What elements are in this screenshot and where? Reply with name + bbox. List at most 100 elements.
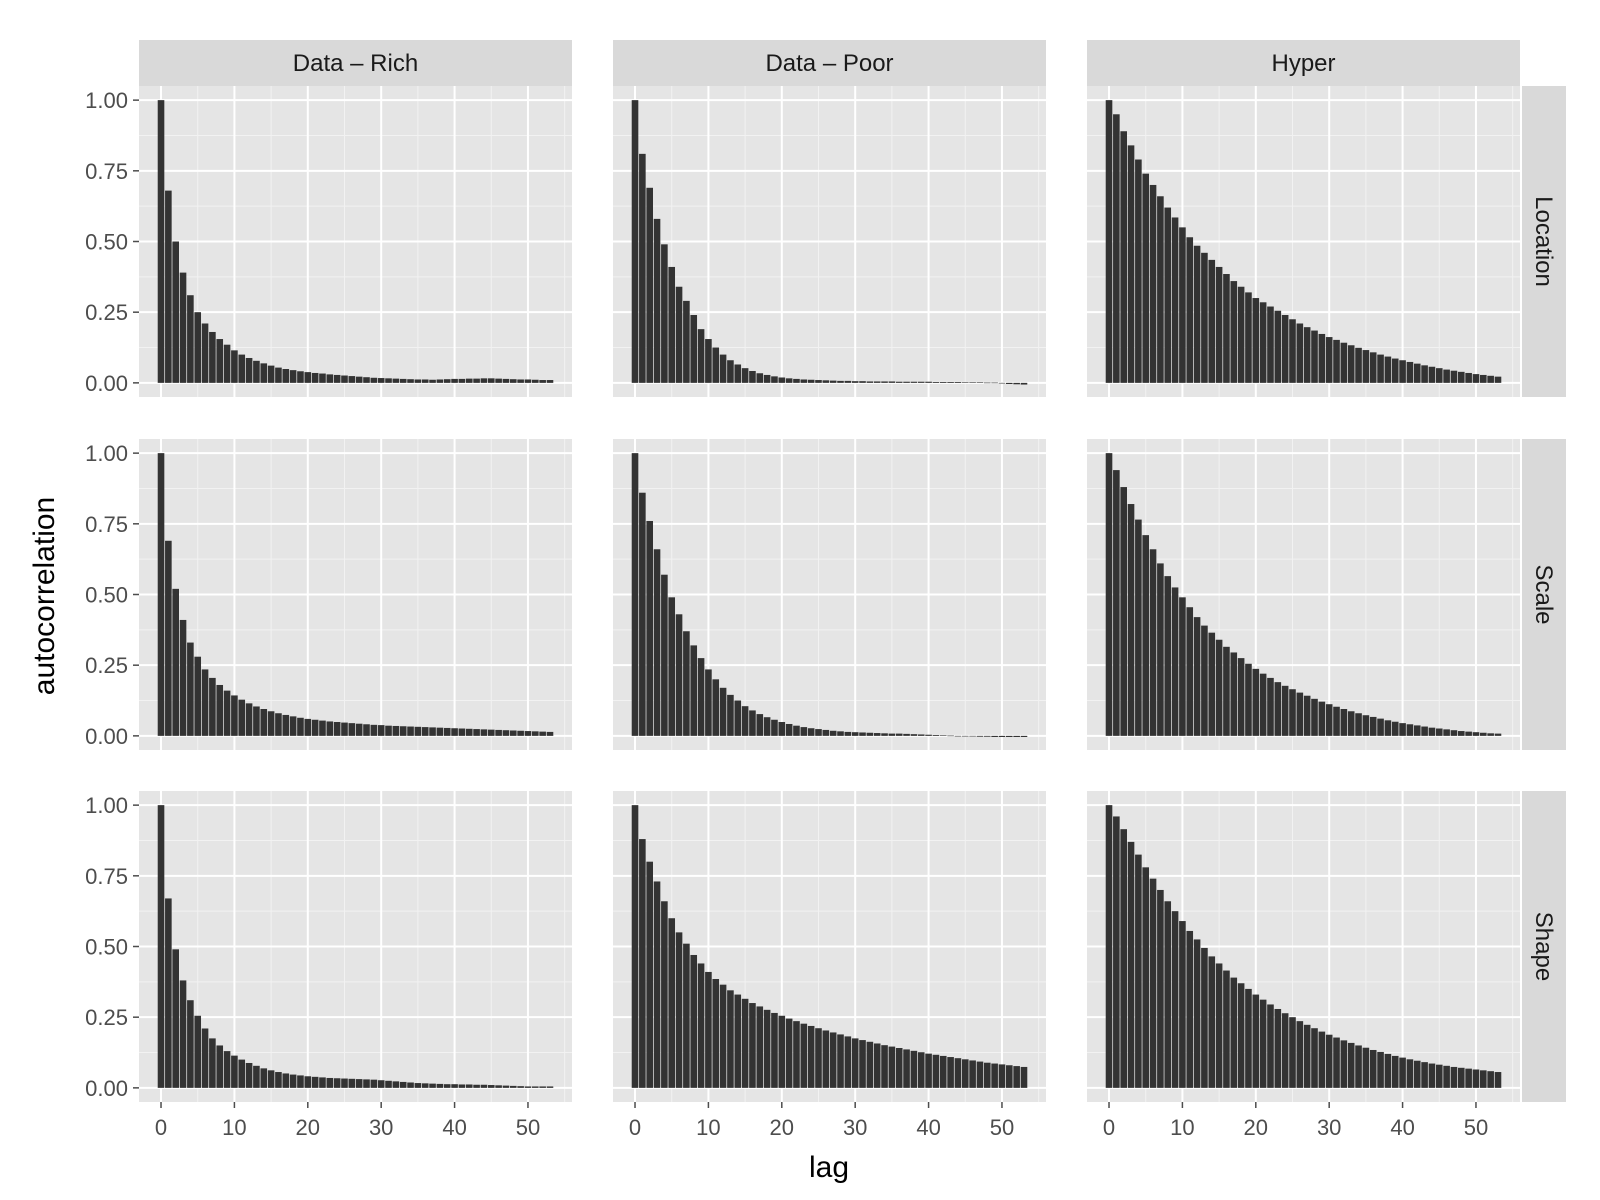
bar — [1013, 735, 1020, 737]
bar — [771, 376, 778, 383]
bar — [829, 730, 837, 736]
bar — [1135, 159, 1142, 383]
panel-0-0 — [139, 86, 572, 397]
x-tick-label: 50 — [516, 1115, 540, 1140]
bar — [653, 218, 661, 383]
bar — [539, 380, 546, 383]
bar — [1201, 625, 1208, 736]
x-tick-label: 40 — [442, 1115, 466, 1140]
bar — [653, 881, 661, 1088]
bar — [231, 350, 238, 383]
column-strip-label: Data – Poor — [765, 50, 893, 77]
bar — [954, 1058, 962, 1088]
bar — [807, 728, 815, 736]
bar — [646, 520, 653, 736]
bar — [1318, 701, 1326, 736]
bar — [509, 379, 517, 383]
bar — [443, 727, 451, 736]
bar — [917, 1052, 925, 1088]
bar — [1296, 692, 1304, 736]
y-tick-label: 0.50 — [85, 583, 128, 608]
bar — [763, 1009, 771, 1088]
bar — [895, 381, 903, 383]
bar — [377, 378, 385, 383]
bar — [749, 370, 756, 383]
bar — [363, 1079, 370, 1088]
bar — [1193, 939, 1201, 1088]
bar — [223, 344, 231, 383]
bar — [341, 1078, 348, 1088]
bar — [1120, 131, 1127, 383]
bar — [172, 241, 179, 383]
bar — [1274, 1008, 1282, 1088]
bar — [903, 381, 910, 383]
y-tick-label: 0.50 — [85, 230, 128, 255]
bar — [741, 368, 749, 383]
bar — [837, 1034, 844, 1088]
bar — [1347, 711, 1355, 736]
bar — [1413, 725, 1421, 736]
bar — [304, 372, 312, 383]
bar — [998, 735, 1006, 737]
bar — [370, 377, 378, 383]
bar — [925, 381, 932, 383]
bar — [903, 733, 910, 736]
bar — [917, 734, 925, 736]
bar — [473, 729, 480, 736]
bar — [1450, 730, 1458, 736]
x-tick-label: 10 — [696, 1115, 720, 1140]
bar — [1303, 1024, 1311, 1088]
bar — [668, 918, 676, 1088]
bar — [399, 726, 407, 736]
bar — [1281, 1013, 1289, 1088]
bar — [1171, 911, 1179, 1088]
bar — [267, 711, 275, 736]
bar — [939, 1055, 947, 1088]
bar — [399, 378, 407, 383]
bar — [932, 735, 940, 736]
bar — [532, 379, 539, 383]
bar — [348, 1078, 356, 1088]
bar — [793, 1021, 800, 1088]
bar — [844, 731, 852, 736]
bar — [1157, 563, 1164, 736]
panel-1-2 — [1087, 439, 1520, 750]
bar — [231, 695, 238, 736]
y-tick-label: 0.75 — [85, 159, 128, 184]
panel-2-1 — [613, 791, 1046, 1102]
bar — [1457, 731, 1465, 736]
bar — [690, 645, 698, 736]
bar — [1259, 999, 1267, 1088]
bar — [1179, 597, 1186, 736]
bar — [756, 1006, 764, 1088]
bar — [1259, 673, 1267, 736]
bar — [546, 1086, 554, 1088]
bar — [355, 723, 363, 736]
bar — [954, 735, 962, 737]
bar — [1428, 366, 1436, 383]
bar — [289, 1074, 297, 1088]
bar — [661, 244, 668, 383]
bar — [910, 1050, 918, 1088]
y-tick-label: 0.50 — [85, 935, 128, 960]
bar — [646, 187, 653, 383]
bar — [517, 730, 524, 736]
bar — [947, 735, 954, 737]
bar — [1362, 715, 1370, 736]
bar — [487, 729, 495, 736]
bar — [1127, 145, 1135, 383]
bar — [778, 722, 786, 736]
bar — [319, 1077, 326, 1088]
bar — [443, 379, 451, 383]
bar — [238, 1059, 246, 1088]
bar — [1303, 327, 1311, 383]
panel-0-1 — [613, 86, 1046, 397]
bar — [1384, 1053, 1392, 1088]
bar — [392, 1081, 400, 1088]
row-strip — [1522, 439, 1566, 750]
bar — [201, 323, 209, 383]
bar — [333, 722, 341, 736]
bar — [1296, 323, 1304, 383]
bar — [859, 1040, 866, 1088]
